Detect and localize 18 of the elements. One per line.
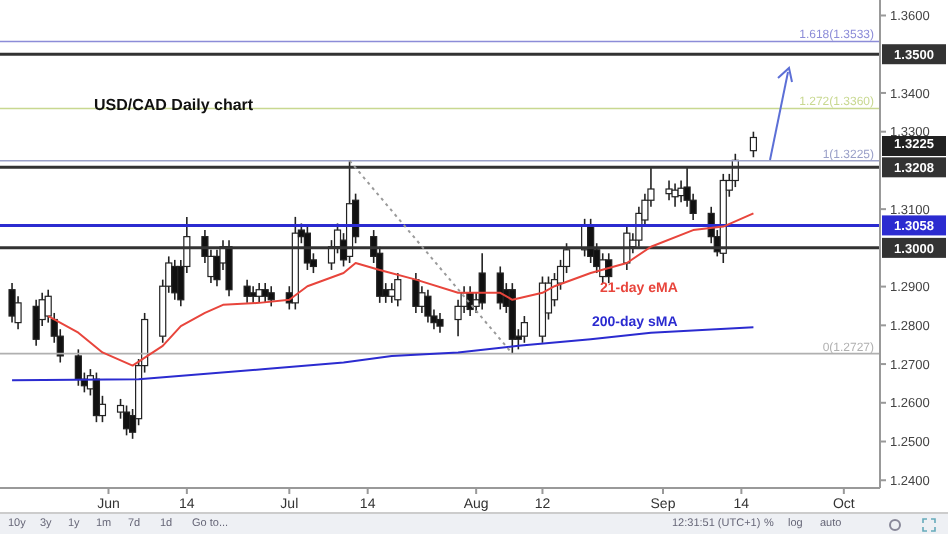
candlestick bbox=[424, 288, 432, 324]
candlestick bbox=[478, 252, 486, 311]
candlestick bbox=[412, 272, 420, 314]
candlestick bbox=[267, 285, 275, 308]
candlestick bbox=[436, 312, 444, 334]
candlestick bbox=[520, 315, 528, 344]
candlestick bbox=[8, 282, 16, 324]
candlestick bbox=[74, 348, 82, 387]
candlestick bbox=[32, 298, 40, 347]
candlestick bbox=[394, 272, 402, 308]
line-series bbox=[11, 326, 755, 382]
text: USD/CAD Daily chart bbox=[94, 96, 254, 114]
line-series bbox=[47, 212, 755, 367]
candlestick bbox=[225, 239, 233, 298]
candlestick bbox=[665, 179, 673, 202]
candlestick bbox=[243, 278, 251, 304]
candlestick bbox=[261, 282, 269, 304]
candlestick bbox=[749, 130, 758, 159]
